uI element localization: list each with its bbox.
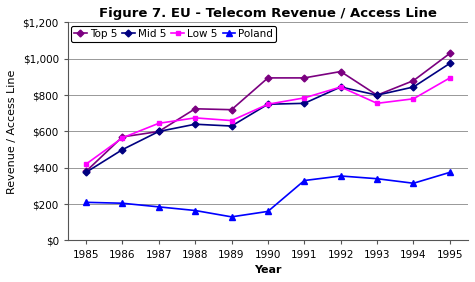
Top 5 xyxy=(447,52,453,55)
Top 5 xyxy=(374,93,380,97)
Line: Mid 5: Mid 5 xyxy=(84,61,452,175)
Poland xyxy=(265,210,271,213)
Line: Top 5: Top 5 xyxy=(84,51,452,174)
Mid 5 xyxy=(228,124,234,128)
Mid 5 xyxy=(83,171,89,174)
Mid 5 xyxy=(374,93,380,97)
Mid 5 xyxy=(265,103,271,106)
Low 5 xyxy=(410,97,416,100)
Top 5 xyxy=(83,170,89,173)
Line: Low 5: Low 5 xyxy=(84,76,452,167)
Mid 5 xyxy=(447,62,453,65)
Low 5 xyxy=(83,162,89,166)
Poland xyxy=(447,171,453,174)
Top 5 xyxy=(302,76,307,80)
Poland xyxy=(120,202,125,205)
Mid 5 xyxy=(192,122,198,126)
Low 5 xyxy=(192,116,198,120)
Poland xyxy=(192,209,198,212)
Mid 5 xyxy=(156,130,162,133)
Poland xyxy=(302,179,307,182)
Low 5 xyxy=(302,96,307,100)
Top 5 xyxy=(192,107,198,111)
Top 5 xyxy=(156,130,162,133)
Poland xyxy=(338,174,343,178)
Poland xyxy=(156,205,162,209)
Low 5 xyxy=(374,102,380,105)
X-axis label: Year: Year xyxy=(254,265,282,275)
Top 5 xyxy=(228,108,234,111)
Poland xyxy=(228,215,234,219)
Mid 5 xyxy=(338,85,343,89)
Low 5 xyxy=(228,119,234,122)
Low 5 xyxy=(447,76,453,80)
Mid 5 xyxy=(120,148,125,151)
Y-axis label: Revenue / Access Line: Revenue / Access Line xyxy=(7,69,17,194)
Top 5 xyxy=(338,70,343,73)
Poland xyxy=(83,201,89,204)
Top 5 xyxy=(265,76,271,80)
Top 5 xyxy=(410,79,416,82)
Poland xyxy=(374,177,380,180)
Low 5 xyxy=(265,103,271,106)
Low 5 xyxy=(338,85,343,89)
Title: Figure 7. EU - Telecom Revenue / Access Line: Figure 7. EU - Telecom Revenue / Access … xyxy=(99,7,437,20)
Mid 5 xyxy=(302,102,307,105)
Legend: Top 5, Mid 5, Low 5, Poland: Top 5, Mid 5, Low 5, Poland xyxy=(71,26,276,42)
Line: Poland: Poland xyxy=(83,169,453,220)
Mid 5 xyxy=(410,85,416,89)
Low 5 xyxy=(156,122,162,125)
Poland xyxy=(410,182,416,185)
Low 5 xyxy=(120,136,125,140)
Top 5 xyxy=(120,135,125,139)
